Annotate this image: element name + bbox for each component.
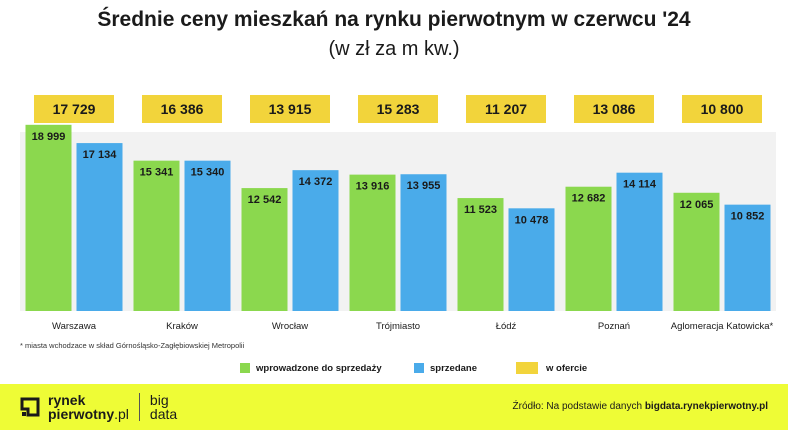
data-label-introduced: 18 999 [32,131,66,143]
bar-sold [400,174,447,311]
data-label-introduced: 12 542 [248,194,282,206]
data-label-introduced: 11 523 [464,204,497,216]
bar-introduced [349,174,396,311]
bar-introduced [565,186,612,311]
legend-item-offer: w ofercie [516,360,587,376]
category-tick-label: Aglomeracja Katowicka* [671,321,774,332]
offer-box [358,95,438,123]
data-label-introduced: 13 916 [356,181,390,193]
logo-line-1: rynek [48,392,86,408]
legend-label-introduced: wprowadzone do sprzedaży [256,362,382,374]
bar-introduced [25,124,72,311]
bar-introduced [673,192,720,311]
bar-introduced [133,160,180,311]
data-label-sold: 14 114 [623,179,657,191]
footnote: * miasta wchodzace w skład Górnośląsko-Z… [20,341,245,350]
logo-mark-icon [20,397,40,417]
bar-chart: 18 999 17 134 17 729 Warszawa 15 341 15 340 16… [20,95,776,332]
bar-sold [292,170,339,311]
legend-label-sold: sprzedane [430,362,477,374]
category-tick-label: Wrocław [272,321,308,332]
offer-value-label: 11 207 [485,101,527,117]
category-tick-label: Łódź [496,321,517,332]
offer-value-label: 13 915 [269,101,312,117]
data-label-sold: 17 134 [83,149,118,161]
logo-line-2-suffix: .pl [114,406,129,422]
data-label-sold: 10 478 [515,214,549,226]
legend-swatch-offer [516,362,538,374]
source-prefix: Źródło: Na podstawie danych [512,401,645,412]
source-note: Źródło: Na podstawie danych bigdata.ryne… [513,401,768,412]
offer-box [682,95,762,123]
legend-swatch-introduced [240,363,250,373]
offer-box [250,95,330,123]
offer-box [142,95,222,123]
offer-value-label: 16 386 [161,101,204,117]
logo-divider [138,393,140,421]
category-tick-label: Trójmiasto [376,321,420,332]
bar-sold [724,204,771,311]
legend-swatch-sold [414,363,424,373]
data-label-sold: 15 340 [191,167,225,179]
offer-value-label: 17 729 [53,101,96,117]
data-label-introduced: 12 682 [572,193,606,205]
logo-big-1: big [149,392,169,408]
bar-sold [76,143,123,311]
brand-logo: rynek pierwotny.pl big data [20,390,177,424]
offer-value-label: 15 283 [377,101,420,117]
data-label-sold: 13 955 [407,180,441,192]
bar-sold [508,208,555,311]
legend-item-introduced: wprowadzone do sprzedaży [240,360,382,376]
offer-box [466,95,546,123]
legend-item-sold: sprzedane [414,360,477,376]
source-site: bigdata.rynekpierwotny.pl [644,401,768,412]
offer-value-label: 10 800 [701,101,744,117]
category-tick-label: Warszawa [52,321,97,332]
data-label-introduced: 12 065 [680,199,714,211]
plot-background [20,132,776,311]
bar-sold [616,172,663,311]
bar-introduced [457,198,504,311]
category-tick-label: Poznań [598,321,630,332]
logo-big-2: data [149,406,178,422]
chart-subtitle: (w zł za m kw.) [328,38,460,60]
offer-value-label: 13 086 [593,101,636,117]
category-tick-label: Kraków [166,321,198,332]
offer-box [34,95,114,123]
logo-line-2: pierwotny [48,406,115,422]
chart-title: Średnie ceny mieszkań na rynku pierwotny… [97,8,691,31]
legend-label-offer: w ofercie [546,362,588,374]
footer-bar: rynek pierwotny.pl big data Źródło: Na p… [0,384,788,430]
bar-sold [184,160,231,311]
data-label-introduced: 15 341 [140,167,174,179]
data-label-sold: 14 372 [299,176,333,188]
bar-introduced [241,188,288,311]
data-label-sold: 10 852 [731,211,765,223]
offer-box [574,95,654,123]
